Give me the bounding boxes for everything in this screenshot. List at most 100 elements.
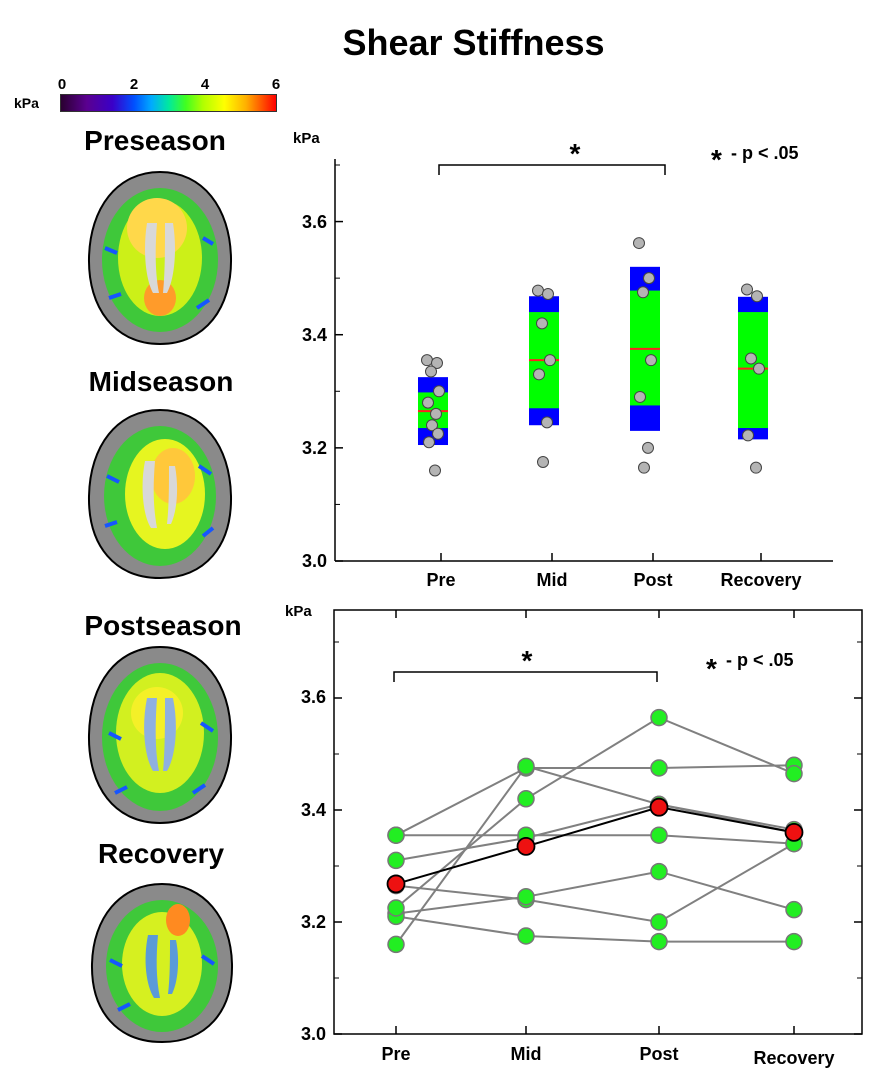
- colorbar-unit: kPa: [14, 95, 39, 111]
- data-point: [745, 352, 757, 365]
- brain-label-postseason: Postseason: [84, 610, 242, 641]
- colorbar-gradient: [60, 94, 277, 112]
- y-tick-label: 3.4: [301, 800, 326, 820]
- subject-line: [395, 915, 794, 943]
- line-chart: kPa 3.0 3.2 3.4 3.6 Pre Mid Post Recover…: [285, 603, 863, 1068]
- mean-point: [649, 797, 669, 817]
- x-tick-label: Recovery: [753, 1048, 834, 1068]
- subject-point: [517, 757, 535, 776]
- mean-point: [784, 822, 804, 842]
- data-point: [426, 419, 438, 432]
- subject-point: [785, 900, 803, 919]
- y-tick-label: 3.0: [301, 1024, 326, 1044]
- data-point: [432, 427, 444, 440]
- data-point: [751, 290, 763, 303]
- x-tick-label: Mid: [511, 1044, 542, 1064]
- subject-line: [395, 842, 795, 924]
- data-point: [633, 237, 645, 250]
- data-point: [532, 284, 544, 297]
- data-point: [634, 390, 646, 403]
- data-point: [643, 272, 655, 285]
- subject-line: [395, 765, 795, 945]
- subject-point: [650, 932, 668, 951]
- x-tick-label: Pre: [381, 1044, 410, 1064]
- data-point: [536, 317, 548, 330]
- box-chart-ylabel: kPa: [293, 130, 320, 147]
- line-chart-frame: [333, 609, 863, 1035]
- data-point: [423, 436, 435, 449]
- subject-point: [650, 913, 668, 931]
- y-tick-label: 3.6: [302, 212, 327, 232]
- x-tick-label: Recovery: [720, 570, 801, 590]
- subject-line: [395, 870, 795, 915]
- data-point: [638, 461, 650, 474]
- y-tick-label: 3.0: [302, 551, 327, 571]
- brain-slice-recovery: [90, 882, 234, 1044]
- figure-title: Shear Stiffness: [342, 22, 605, 63]
- box-layer: [418, 237, 768, 477]
- data-point: [533, 368, 545, 381]
- data-point: [542, 287, 554, 300]
- legend-text: - p < .05: [731, 143, 799, 163]
- significance-bracket: [438, 164, 666, 175]
- data-point: [645, 354, 657, 367]
- brain-slice-preseason: [87, 170, 233, 346]
- line-chart-ylabel: kPa: [285, 603, 312, 620]
- subject-point: [650, 826, 668, 844]
- y-tick-label: 3.6: [301, 687, 326, 707]
- x-tick-label: Mid: [537, 570, 568, 590]
- data-point: [544, 354, 556, 367]
- subject-point: [387, 851, 405, 870]
- subject-point: [517, 888, 535, 906]
- significance-star: *: [522, 645, 533, 676]
- colorbar-tick: 0: [57, 76, 67, 93]
- colorbar-tick: 6: [271, 76, 281, 93]
- data-point: [741, 283, 753, 296]
- colorbar-tick: 2: [129, 76, 139, 93]
- x-tick-label: Pre: [426, 570, 455, 590]
- subject-point: [785, 932, 803, 951]
- data-point: [750, 461, 762, 474]
- x-tick-label: Post: [633, 570, 672, 590]
- subject-point: [650, 708, 668, 727]
- subject-line: [396, 834, 795, 845]
- brain-label-recovery: Recovery: [97, 838, 225, 869]
- significance-bracket: [393, 671, 658, 682]
- subject-point: [517, 790, 535, 808]
- brain-label-preseason: Preseason: [84, 125, 226, 156]
- y-tick-label: 3.2: [302, 438, 327, 458]
- legend-star: *: [706, 653, 717, 684]
- data-point: [753, 362, 765, 375]
- data-point: [433, 385, 445, 398]
- data-point: [429, 464, 441, 477]
- brain-slice-postseason: [87, 645, 233, 825]
- box-chart: kPa 3.0 3.2 3.4 3.6 Pre Mid Post Recover…: [293, 130, 833, 590]
- brain-slice-midseason: [87, 408, 233, 580]
- subject-line: [395, 716, 795, 909]
- significance-star: *: [570, 138, 581, 169]
- mean-point: [386, 874, 406, 894]
- subject-point: [517, 927, 535, 945]
- colorbar: 0 2 4 6 kPa: [14, 76, 284, 116]
- subject-point: [650, 862, 668, 881]
- subject-line: [395, 764, 795, 837]
- data-point: [422, 396, 434, 409]
- data-point: [421, 354, 433, 367]
- data-point: [642, 441, 654, 454]
- subject-point: [387, 935, 405, 954]
- colorbar-tick: 4: [200, 76, 210, 93]
- subject-point: [650, 759, 668, 777]
- data-point: [537, 456, 549, 468]
- subject-point: [387, 899, 405, 917]
- y-tick-label: 3.4: [302, 325, 327, 345]
- brain-label-midseason: Midseason: [88, 366, 234, 397]
- data-point: [541, 416, 553, 429]
- legend-text: - p < .05: [726, 650, 794, 670]
- line-layer: [386, 708, 804, 954]
- mean-line: [395, 806, 795, 885]
- subject-point: [387, 826, 405, 844]
- data-point: [430, 407, 442, 420]
- mean-point: [516, 836, 536, 856]
- subject-point: [785, 764, 803, 783]
- x-tick-label: Post: [639, 1044, 678, 1064]
